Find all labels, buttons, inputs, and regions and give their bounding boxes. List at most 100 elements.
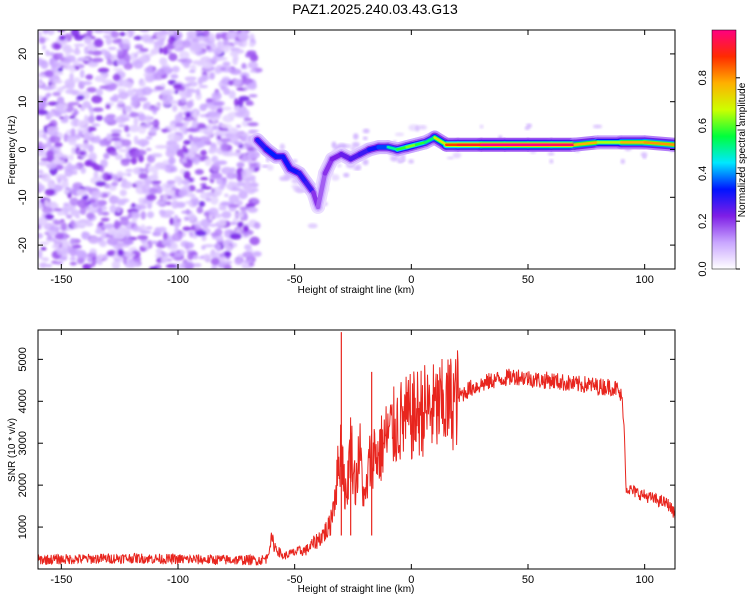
noise-blob [49,57,55,65]
noise-blob [92,203,98,208]
noise-blob [118,124,126,128]
noise-blob [200,149,207,156]
noise-blob [79,222,87,228]
noise-blob [221,166,233,175]
noise-blob [154,144,167,149]
snr-x-label: Height of straight line (km) [298,584,415,595]
noise-blob [193,263,202,268]
noise-blob [68,154,74,161]
noise-blob [54,240,62,247]
noise-blob [98,236,103,242]
noise-blob [71,147,76,155]
noise-blob [49,225,60,232]
noise-blob [166,180,176,185]
noise-blob [117,100,124,105]
halo-blob [640,152,648,157]
colorbar-gradient [712,30,736,269]
noise-blob [122,255,128,265]
noise-blob [140,33,152,42]
halo-blob [295,187,304,194]
noise-blob [227,204,240,208]
noise-blob [174,90,179,94]
noise-blob [53,43,61,50]
noise-blob [249,236,260,246]
spectrogram-x-tick-label: 0 [408,274,414,286]
noise-blob [128,124,141,133]
noise-blob [244,244,252,251]
snr-data [38,332,675,566]
noise-blob [68,115,76,120]
spectrogram-y-tick-label: -20 [17,237,29,253]
noise-blob [162,46,169,55]
noise-blob [69,72,74,82]
noise-blob [131,217,138,224]
noise-blob [133,93,139,100]
noise-blob [122,237,134,246]
signal-segment [322,156,335,176]
noise-blob [169,123,176,128]
noise-blob [143,73,149,77]
noise-blob [162,194,168,202]
noise-blob [233,97,239,107]
noise-blob [53,208,63,212]
noise-blob [171,200,179,209]
noise-blob [157,226,167,233]
noise-blob [154,253,163,259]
noise-blob [251,187,259,193]
noise-blob [60,222,68,231]
snr-y-tick-label: 3000 [17,431,29,455]
noise-blob [191,254,199,260]
noise-blob [148,64,153,74]
noise-blob [126,133,131,138]
noise-blob [189,231,194,238]
noise-blob [84,160,91,167]
noise-blob [38,217,48,226]
noise-blob [63,57,72,65]
noise-blob [189,147,200,153]
noise-blob [149,127,157,135]
noise-blob [178,125,186,132]
noise-blob [95,88,104,97]
noise-blob [38,224,41,230]
halo-blob [390,155,399,162]
noise-blob [57,177,62,184]
signal-segment [396,145,408,151]
noise-blob [87,252,97,258]
noise-blob [82,57,91,61]
noise-blob [224,244,233,251]
noise-blob [111,181,119,187]
halo-blob [279,143,285,151]
noise-blob [169,100,179,105]
noise-blob [245,99,253,106]
noise-blob [181,262,186,268]
noise-blob [95,181,107,187]
halo-blob [479,124,484,129]
noise-blob [45,49,50,57]
noise-blob [210,163,221,172]
noise-blob [139,168,146,172]
noise-blob [126,82,133,89]
noise-blob [38,232,44,239]
noise-blob [251,178,256,183]
noise-blob [208,207,219,216]
noise-blob [236,161,245,168]
noise-blob [105,103,111,110]
noise-blob [209,32,215,42]
noise-blob [233,141,243,146]
noise-blob [177,177,182,186]
noise-blob [56,96,65,104]
halo-blob [337,143,347,149]
noise-blob [87,128,93,133]
noise-blob [188,69,196,74]
noise-blob [138,96,148,102]
noise-blob [123,53,131,63]
signal-segment [424,136,436,144]
noise-blob [119,189,127,197]
spectrogram-y-label: Frequency (Hz) [7,116,18,185]
noise-blob [97,67,110,74]
halo-blob [549,159,554,164]
noise-blob [38,184,46,193]
halo-blob [526,123,532,128]
noise-blob [248,94,258,98]
colorbar-tick-label: 0.6 [697,118,709,133]
